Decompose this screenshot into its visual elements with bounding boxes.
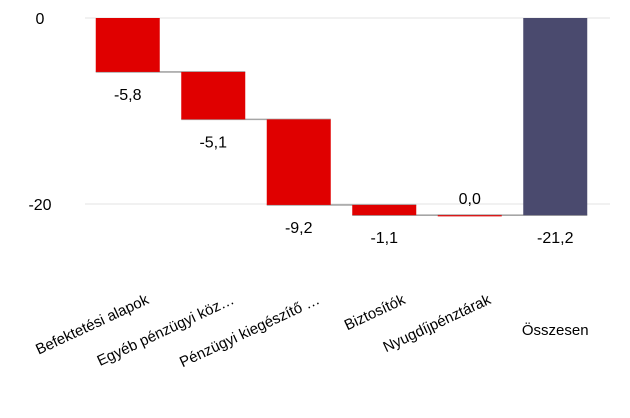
data-label: -5,8 <box>114 87 142 104</box>
bars <box>95 18 588 217</box>
data-label: -21,2 <box>537 230 574 247</box>
category-label: Biztosítók <box>342 291 409 334</box>
y-axis-ticks: 0 -20 <box>28 11 51 214</box>
data-label: -1,1 <box>370 230 398 247</box>
y-tick-label: 0 <box>36 11 45 28</box>
bar <box>352 204 417 216</box>
bar <box>266 119 331 205</box>
category-label: Összesen <box>522 321 589 339</box>
bar <box>437 215 502 217</box>
gridlines <box>85 17 610 205</box>
data-label: -9,2 <box>285 220 313 237</box>
data-label: -5,1 <box>199 134 227 151</box>
connectors <box>95 71 588 216</box>
data-label: 0,0 <box>459 191 481 208</box>
bar <box>95 18 160 72</box>
bar <box>523 18 588 216</box>
data-labels: -5,8 -5,1 -9,2 -1,1 0,0 -21,2 <box>114 87 574 247</box>
category-label: Egyéb pénzügyi köz… <box>94 291 236 369</box>
bar <box>181 71 246 120</box>
y-tick-label: -20 <box>28 197 51 214</box>
category-label: Pénzügyi kiegészítő … <box>177 291 322 371</box>
